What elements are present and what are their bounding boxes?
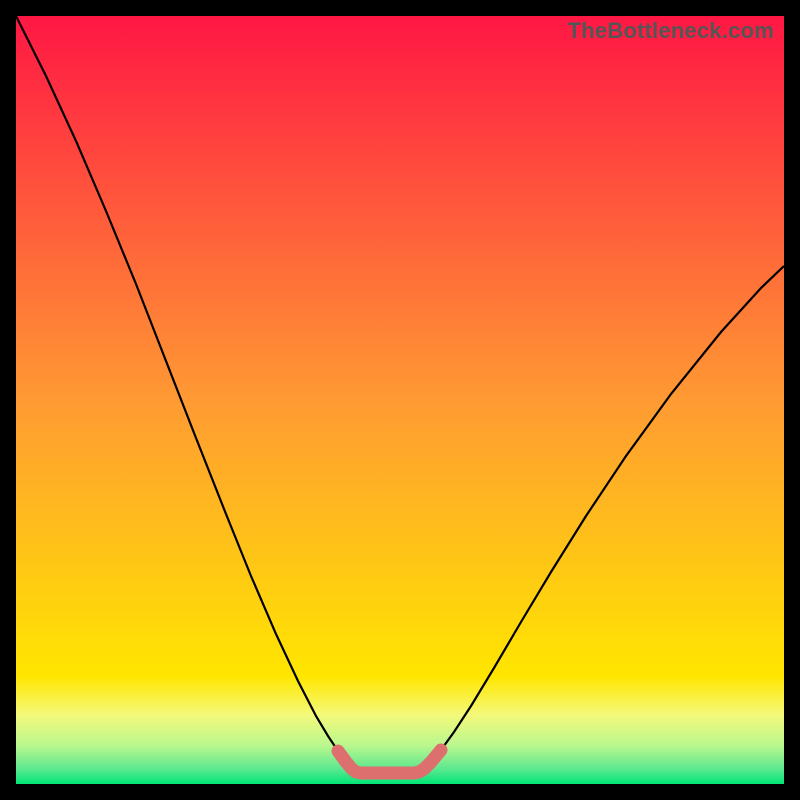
optimal-range-highlight (338, 750, 441, 773)
bottleneck-curve-line (16, 16, 784, 773)
bottleneck-curve-svg (16, 16, 784, 784)
chart-frame: TheBottleneck.com (0, 0, 800, 800)
plot-area: TheBottleneck.com (16, 16, 784, 784)
